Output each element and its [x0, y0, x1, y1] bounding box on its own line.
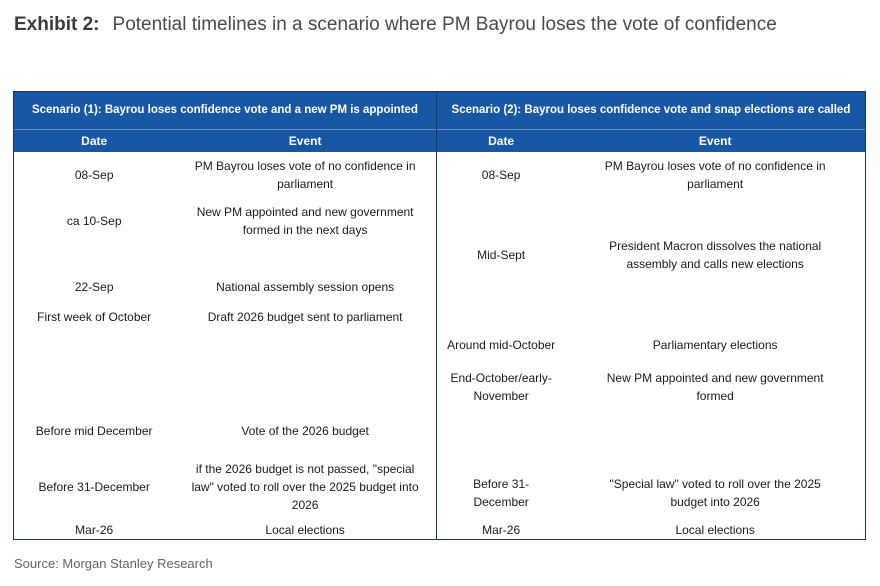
- timeline-table: Scenario (1): Bayrou loses confidence vo…: [13, 91, 866, 540]
- table-row: Mar-26 Local elections: [437, 519, 865, 541]
- table-row: Around mid-October Parliamentary electio…: [437, 330, 865, 360]
- table-row: 08-Sep PM Bayrou loses vote of no confid…: [437, 152, 865, 198]
- table-row: 08-Sep PM Bayrou loses vote of no confid…: [14, 152, 436, 198]
- table-row: End-October/early-November New PM appoin…: [437, 362, 865, 412]
- table-row: Before 31-December if the 2026 budget is…: [14, 455, 436, 519]
- date-cell: Mar-26: [75, 523, 114, 537]
- date-cell: Mar-26: [482, 523, 521, 537]
- scenario-2-event-header: Event: [698, 134, 732, 148]
- scenario-1-panel: Scenario (1): Bayrou loses confidence vo…: [14, 92, 437, 539]
- date-cell: 08-Sep: [481, 168, 521, 182]
- date-cell: Before 31-December: [473, 477, 530, 509]
- event-cell: Local elections: [265, 523, 345, 537]
- date-cell: 08-Sep: [74, 168, 114, 182]
- event-cell: Draft 2026 budget sent to parliament: [207, 310, 403, 324]
- date-cell: 22-Sep: [74, 280, 114, 294]
- event-cell: PM Bayrou loses vote of no confidence in…: [604, 159, 826, 191]
- scenario-2-date-header: Date: [488, 134, 515, 148]
- table-row: Before mid December Vote of the 2026 bud…: [14, 416, 436, 446]
- date-cell: First week of October: [37, 310, 152, 324]
- table-row: Mid-Sept President Macron dissolves the …: [437, 230, 865, 280]
- event-cell: "Special law" voted to roll over the 202…: [609, 477, 821, 509]
- scenario-1-event-header: Event: [288, 134, 322, 148]
- date-cell: ca 10-Sep: [66, 214, 122, 228]
- table-row: 22-Sep National assembly session opens: [14, 272, 436, 302]
- event-cell: New PM appointed and new government form…: [606, 371, 824, 403]
- date-cell: Before mid December: [35, 424, 153, 438]
- date-cell: Around mid-October: [447, 338, 556, 352]
- table-row: First week of October Draft 2026 budget …: [14, 302, 436, 332]
- event-cell: if the 2026 budget is not passed, "speci…: [191, 462, 419, 512]
- date-cell: End-October/early-November: [450, 371, 552, 403]
- scenario-2-title: Scenario (2): Bayrou loses confidence vo…: [436, 92, 865, 130]
- source-note: Source: Morgan Stanley Research: [14, 556, 213, 571]
- event-cell: National assembly session opens: [216, 280, 395, 294]
- event-cell: Local elections: [675, 523, 755, 537]
- scenario-1-date-header: Date: [81, 134, 108, 148]
- date-cell: Mid-Sept: [477, 248, 526, 262]
- exhibit-title-text: Potential timelines in a scenario where …: [112, 14, 777, 35]
- scenario-2-body: 08-Sep PM Bayrou loses vote of no confid…: [436, 152, 865, 541]
- scenario-1-column-headers: Date Event: [14, 130, 436, 152]
- scenario-2-panel: Scenario (2): Bayrou loses confidence vo…: [436, 92, 865, 541]
- scenario-1-title: Scenario (1): Bayrou loses confidence vo…: [14, 92, 436, 130]
- scenario-2-column-headers: Date Event: [436, 130, 865, 152]
- exhibit-number-label: Exhibit 2:: [14, 14, 100, 35]
- event-cell: New PM appointed and new government form…: [196, 205, 414, 237]
- table-row: ca 10-Sep New PM appointed and new gover…: [14, 198, 436, 244]
- event-cell: PM Bayrou loses vote of no confidence in…: [194, 159, 416, 191]
- event-cell: Vote of the 2026 budget: [241, 424, 369, 438]
- scenario-1-body: 08-Sep PM Bayrou loses vote of no confid…: [14, 152, 436, 539]
- exhibit-title: Exhibit 2: Potential timelines in a scena…: [14, 6, 866, 43]
- table-row: Mar-26 Local elections: [14, 519, 436, 541]
- date-cell: Before 31-December: [38, 480, 150, 494]
- event-cell: President Macron dissolves the national …: [609, 239, 822, 271]
- event-cell: Parliamentary elections: [652, 338, 778, 352]
- table-row: Before 31-December "Special law" voted t…: [437, 468, 865, 518]
